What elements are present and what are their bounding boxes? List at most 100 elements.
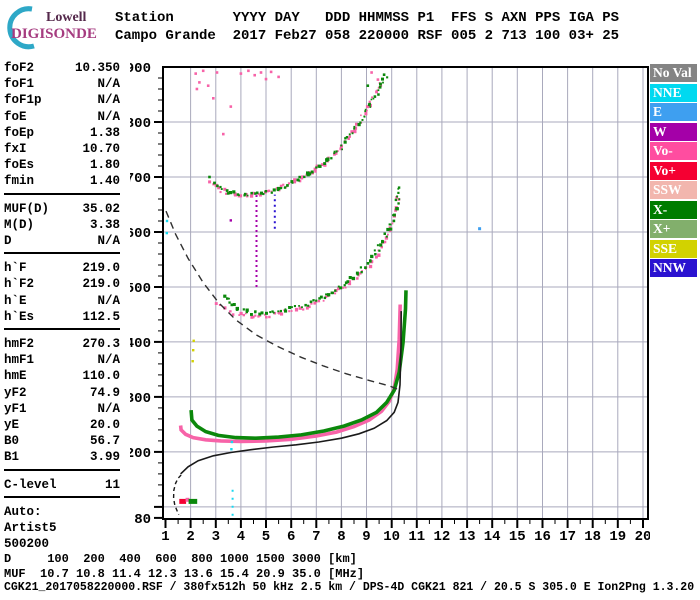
logo-digisonde-text: DIGISONDE xyxy=(11,26,97,42)
param-row-hme: hmE 110.0 xyxy=(4,368,120,384)
legend-item-w: W xyxy=(650,122,697,141)
param-value: 1.40 xyxy=(89,174,120,189)
param-group: hmF2 270.3 hmF1 N/A hmE 110.0 yF2 74.9 yF1 N/A yE 2… xyxy=(4,336,120,471)
header-field-labels: Station YYYY DAY DDD HHMMSS P1 FFS S AXN… xyxy=(115,10,620,26)
height-tick-label: 300 xyxy=(130,391,151,407)
frequency-tick-label: 14 xyxy=(484,529,501,545)
muf-row: MUF 10.7 10.8 11.4 12.3 13.6 15.4 20.9 3… xyxy=(4,566,365,581)
param-name: yF1 xyxy=(4,401,27,416)
param-name: yF2 xyxy=(4,385,27,400)
param-row-foe: foE N/A xyxy=(4,109,120,125)
logo-lowell-text: Lowell xyxy=(46,10,87,25)
param-value: 270.3 xyxy=(82,337,120,352)
param-name: hmF2 xyxy=(4,337,35,352)
parameter-panel: foF2 10.350 foF1 N/A foF1p N/A foE N/A foEp 1.38 f… xyxy=(4,60,120,556)
param-name: foEp xyxy=(4,125,35,140)
sse-yellow-dots xyxy=(191,339,195,363)
param-group: Auto: Artist5 500200 xyxy=(4,504,120,553)
param-value: N/A xyxy=(97,293,120,308)
param-name: foF2 xyxy=(4,61,35,75)
param-name: h`F xyxy=(4,261,27,276)
frequency-tick-label: 15 xyxy=(509,529,526,545)
param-row-hf: h`F 219.0 xyxy=(4,260,120,276)
third-hop-o-mode xyxy=(208,82,383,198)
legend-item-sse: SSE xyxy=(650,239,697,258)
param-value: 35.02 xyxy=(82,201,120,216)
legend-item-x-: X- xyxy=(650,200,697,219)
param-name: foF1p xyxy=(4,93,42,108)
height-tick-label: 500 xyxy=(130,281,151,297)
param-name: 500200 xyxy=(4,537,50,552)
height-tick-label: 400 xyxy=(130,336,151,352)
param-value: N/A xyxy=(97,353,120,368)
frequency-tick-label: 4 xyxy=(237,529,245,545)
param-name: Auto: xyxy=(4,504,42,519)
status-line: CGK21_2017058220000.RSF / 380fx512h 50 k… xyxy=(4,581,695,594)
spread-f-pink-dots xyxy=(194,69,380,136)
legend-item-vo-: Vo- xyxy=(650,142,697,160)
param-value: 20.0 xyxy=(89,418,120,433)
muf-transmission-curve xyxy=(165,210,401,391)
param-value: 10.350 xyxy=(74,61,120,75)
param-name: foE xyxy=(4,109,27,124)
param-row-hf2: h`F2 219.0 xyxy=(4,276,120,292)
param-value: N/A xyxy=(97,77,120,92)
param-value: N/A xyxy=(97,401,120,416)
third-hop-x-mode xyxy=(213,76,389,197)
ionogram-plot: 9008007006005004003002008012345678910111… xyxy=(130,61,650,545)
param-name: C-level xyxy=(4,477,57,492)
legend-item-nnw: NNW xyxy=(650,259,697,277)
param-row-he: h`E N/A xyxy=(4,293,120,309)
param-row-fof1p: foF1p N/A xyxy=(4,92,120,108)
param-row-mufd: MUF(D) 35.02 xyxy=(4,201,120,217)
param-value: 110.0 xyxy=(82,369,120,384)
param-row-fof2: foF2 10.350 xyxy=(4,60,120,76)
param-name: hmF1 xyxy=(4,353,35,368)
digisonde-logo: Lowell DIGISONDE xyxy=(4,5,116,51)
nne-cyan-dots xyxy=(165,219,234,451)
frequency-tick-label: 3 xyxy=(212,529,220,545)
frequency-tick-label: 9 xyxy=(362,529,370,545)
legend-item-noval: No Val xyxy=(650,64,697,82)
param-row-b1: B1 3.99 xyxy=(4,449,120,465)
height-tick-label: 80 xyxy=(134,512,151,528)
param-name: D xyxy=(4,234,12,249)
true-height-profile xyxy=(180,311,402,475)
param-row-auto: Auto: xyxy=(4,504,120,520)
param-value: 3.99 xyxy=(89,450,120,465)
height-tick-label: 200 xyxy=(130,446,151,462)
frequency-tick-label: 12 xyxy=(433,529,450,545)
spread-f-green-dots xyxy=(208,73,386,179)
frequency-tick-label: 6 xyxy=(287,529,295,545)
second-hop-x-mode xyxy=(223,186,401,316)
param-value: N/A xyxy=(97,93,120,108)
frequency-tick-label: 8 xyxy=(337,529,345,545)
param-name: B1 xyxy=(4,450,20,465)
param-row-fof1: foF1 N/A xyxy=(4,76,120,92)
param-value: 3.38 xyxy=(89,217,120,232)
height-tick-label: 600 xyxy=(130,226,151,242)
legend-item-nne: NNE xyxy=(650,83,697,102)
legend-item-vo+: Vo+ xyxy=(650,161,697,180)
param-value: 74.9 xyxy=(89,385,120,400)
frequency-tick-label: 19 xyxy=(609,529,626,545)
param-group: MUF(D) 35.02 M(D) 3.38 D N/A xyxy=(4,201,120,255)
param-value: 11 xyxy=(104,477,120,492)
param-name: M(D) xyxy=(4,217,35,232)
plot-grid xyxy=(163,67,648,519)
param-name: h`F2 xyxy=(4,277,35,292)
e-blue-dot xyxy=(478,227,482,231)
param-value: 10.70 xyxy=(82,142,120,157)
frequency-tick-label: 16 xyxy=(534,529,551,545)
param-name: Artist5 xyxy=(4,521,57,536)
param-row-foep: foEp 1.38 xyxy=(4,125,120,141)
station-header: Station YYYY DAY DDD HHMMSS P1 FFS S AXN… xyxy=(115,9,619,45)
param-row-yf1: yF1 N/A xyxy=(4,401,120,417)
header-field-values: Campo Grande 2017 Feb27 058 220000 RSF 0… xyxy=(115,28,620,44)
frequency-tick-label: 20 xyxy=(635,529,650,545)
param-name: hmE xyxy=(4,369,27,384)
param-name: h`E xyxy=(4,293,27,308)
frequency-tick-label: 1 xyxy=(161,529,169,545)
param-value: 1.80 xyxy=(89,158,120,173)
